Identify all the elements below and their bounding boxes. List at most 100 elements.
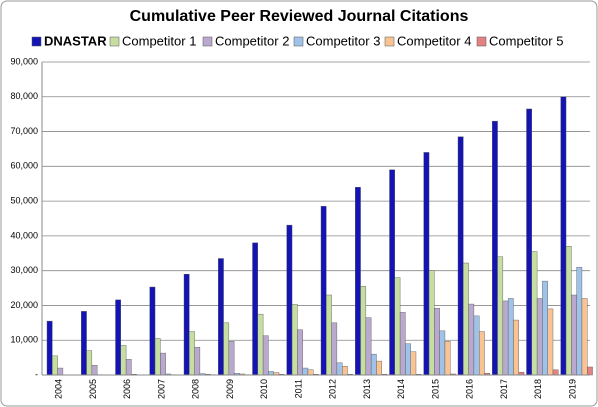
bar bbox=[268, 371, 274, 376]
bar bbox=[560, 96, 567, 376]
bar bbox=[497, 256, 504, 376]
x-tick-label: 2009 bbox=[225, 379, 235, 399]
bar bbox=[576, 266, 583, 376]
bar bbox=[394, 277, 401, 376]
bar bbox=[115, 299, 122, 376]
y-tick-label: 50,000 bbox=[10, 195, 38, 205]
bar bbox=[370, 353, 377, 376]
bar bbox=[473, 315, 480, 376]
bar bbox=[218, 258, 224, 376]
bar bbox=[399, 312, 406, 376]
bar bbox=[262, 335, 269, 376]
y-tick-label: 20,000 bbox=[10, 300, 38, 310]
bar bbox=[507, 298, 514, 376]
bar bbox=[479, 331, 485, 376]
bar bbox=[405, 343, 411, 376]
bar bbox=[257, 313, 264, 376]
legend-swatch bbox=[202, 36, 213, 47]
bar bbox=[228, 341, 235, 376]
y-tick-label: 10,000 bbox=[10, 335, 38, 345]
legend-swatch bbox=[476, 36, 487, 47]
bar bbox=[252, 242, 259, 376]
bar bbox=[291, 304, 298, 376]
y-tick-label: - bbox=[35, 369, 38, 379]
bar bbox=[434, 308, 440, 376]
bar bbox=[463, 262, 469, 376]
legend-label: DNASTAR bbox=[44, 33, 107, 48]
bar bbox=[581, 298, 588, 376]
y-tick-label: 70,000 bbox=[10, 126, 38, 136]
x-tick-label: 2010 bbox=[259, 379, 269, 399]
x-tick-label: 2018 bbox=[533, 379, 543, 399]
bar bbox=[194, 346, 201, 376]
bar bbox=[355, 186, 361, 376]
bar bbox=[423, 152, 430, 376]
bar bbox=[365, 317, 372, 376]
x-tick-label: 2008 bbox=[191, 379, 201, 399]
bar bbox=[286, 224, 293, 376]
legend-label: Competitor 4 bbox=[397, 33, 471, 48]
bar bbox=[376, 360, 382, 376]
bar bbox=[428, 270, 435, 376]
x-tick-label: 2006 bbox=[122, 379, 132, 399]
y-tick-label: 80,000 bbox=[10, 91, 38, 101]
bar bbox=[552, 369, 559, 376]
x-tick-label: 2016 bbox=[465, 379, 475, 399]
bar bbox=[52, 355, 58, 376]
y-tick-label: 90,000 bbox=[10, 56, 38, 66]
x-tick-label: 2004 bbox=[54, 379, 64, 399]
bar bbox=[444, 341, 451, 376]
legend-swatch bbox=[109, 36, 120, 47]
bar bbox=[320, 206, 327, 376]
chart-title: Cumulative Peer Reviewed Journal Citatio… bbox=[130, 8, 469, 25]
bar bbox=[120, 345, 127, 376]
bar bbox=[302, 367, 309, 376]
bar bbox=[183, 273, 190, 376]
bar bbox=[326, 294, 332, 376]
bar bbox=[587, 366, 593, 376]
bar bbox=[160, 352, 166, 376]
x-tick-label: 2012 bbox=[328, 379, 338, 399]
bar bbox=[536, 298, 543, 376]
legend-swatch bbox=[31, 36, 42, 47]
bar bbox=[86, 350, 93, 376]
bar bbox=[571, 294, 577, 376]
legend-label: Competitor 3 bbox=[306, 33, 380, 48]
bar bbox=[331, 322, 338, 376]
x-tick-label: 2017 bbox=[499, 379, 509, 399]
legend-label: Competitor 1 bbox=[122, 33, 196, 48]
bar bbox=[307, 369, 314, 376]
bar bbox=[46, 320, 53, 376]
bar bbox=[81, 311, 87, 376]
bar bbox=[502, 300, 509, 376]
bar bbox=[360, 286, 367, 376]
bar bbox=[492, 120, 498, 376]
bar bbox=[410, 351, 417, 376]
bar bbox=[468, 303, 475, 376]
x-tick-label: 2019 bbox=[567, 379, 577, 399]
bar bbox=[336, 362, 343, 376]
y-tick-label: 40,000 bbox=[10, 230, 38, 240]
x-tick-label: 2014 bbox=[396, 379, 406, 399]
x-tick-label: 2007 bbox=[156, 379, 166, 399]
bar bbox=[125, 359, 132, 376]
legend-swatch bbox=[384, 36, 395, 47]
legend-label: Competitor 2 bbox=[215, 33, 289, 48]
bar bbox=[439, 330, 446, 376]
bar bbox=[547, 308, 554, 376]
bar bbox=[565, 246, 572, 376]
x-tick-label: 2015 bbox=[430, 379, 440, 399]
bar bbox=[297, 329, 303, 376]
bar bbox=[342, 366, 348, 376]
legend-label: Competitor 5 bbox=[489, 33, 563, 48]
y-tick-label: 60,000 bbox=[10, 161, 38, 171]
x-tick-label: 2013 bbox=[362, 379, 372, 399]
bar bbox=[223, 322, 230, 376]
bar bbox=[526, 108, 533, 376]
bar bbox=[513, 319, 519, 376]
bar bbox=[57, 367, 64, 376]
bar bbox=[91, 365, 98, 376]
bar bbox=[531, 251, 538, 376]
bar bbox=[389, 169, 396, 376]
